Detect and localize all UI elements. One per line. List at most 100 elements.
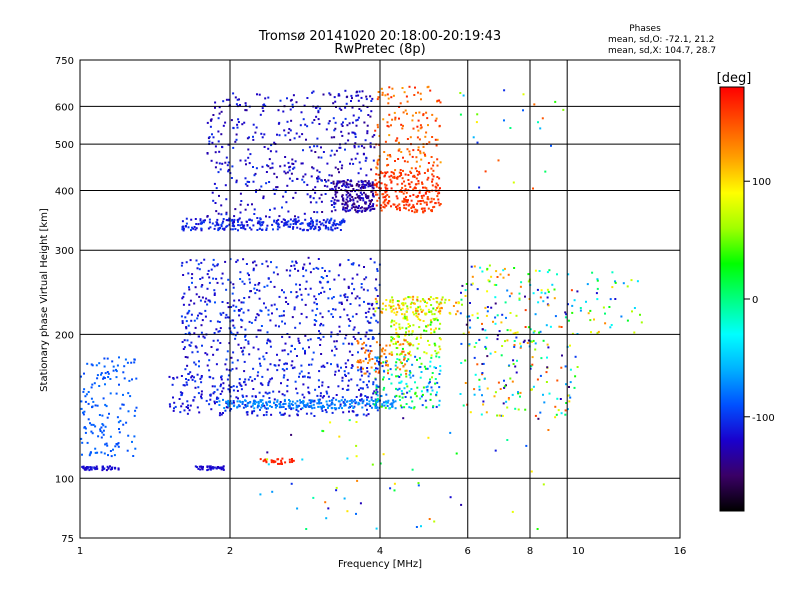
data-point [571,304,574,307]
data-point [436,138,439,141]
data-point [352,410,355,413]
data-point [560,326,563,328]
data-point [291,179,294,182]
data-point [255,335,258,338]
data-point [391,405,394,408]
data-point [409,354,412,357]
data-point [304,404,306,407]
data-point [114,466,117,469]
data-point [321,316,324,319]
data-point [304,123,307,126]
data-point [384,349,387,352]
data-point [221,466,224,469]
data-point [396,204,399,207]
data-point [416,209,419,212]
data-point [288,461,291,464]
data-point [224,363,227,366]
data-point [367,195,370,198]
data-point [291,106,294,109]
data-point [494,322,497,325]
data-point [368,307,371,310]
data-point [278,215,281,218]
data-point [596,332,599,335]
data-point [430,321,433,324]
data-point [341,195,343,198]
data-point [508,364,511,367]
data-point [94,451,97,454]
data-point [485,411,488,414]
data-point [185,326,188,329]
data-point [369,209,372,212]
data-point [375,393,378,396]
data-point [390,171,393,174]
data-point [366,132,369,135]
data-point [418,172,421,175]
data-point [523,339,526,342]
data-point [283,129,286,132]
data-point [94,404,97,407]
data-point [395,331,398,334]
data-point [301,393,304,396]
data-point [323,366,326,368]
data-point [306,97,309,99]
data-point [215,328,218,331]
data-point [414,309,417,312]
data-point [294,260,297,263]
data-point [409,170,412,173]
data-point [506,439,509,441]
data-point [534,313,537,316]
data-point [509,377,512,380]
data-point [483,377,486,380]
data-point [398,148,401,151]
data-point [437,351,440,354]
data-point [182,225,185,228]
data-point [233,326,236,329]
data-point [319,392,322,395]
data-point [481,372,484,374]
data-point [373,146,376,149]
data-point [299,288,301,291]
data-point [225,198,228,201]
data-point [306,193,309,196]
data-point [246,411,249,413]
data-point [338,171,340,174]
data-point [296,507,299,510]
data-point [405,382,408,385]
data-point [434,367,437,369]
data-point [257,314,260,317]
data-point [515,371,518,374]
data-point [224,121,227,124]
data-point [212,353,215,356]
data-point [524,295,526,298]
data-point [368,403,371,406]
data-point [268,216,271,219]
data-point [319,405,322,408]
data-point [264,306,267,309]
data-point [234,337,237,340]
data-point [214,224,217,227]
data-point [431,313,434,316]
data-point [293,306,296,309]
data-point [259,408,261,411]
data-point [241,350,244,353]
data-point [364,404,367,407]
data-point [294,160,297,163]
data-point [102,377,105,380]
data-point [475,121,478,124]
data-point [547,290,550,293]
data-point [404,207,407,210]
data-point [342,342,345,345]
data-point [347,285,350,288]
data-point [278,390,281,393]
data-point [429,393,432,396]
data-point [295,296,298,299]
data-point [341,396,344,399]
data-point [432,297,435,300]
data-point [401,396,404,399]
data-point [321,211,324,213]
data-point [305,528,308,530]
data-point [269,340,272,343]
data-point [318,337,320,339]
data-point [248,401,251,404]
data-point [225,288,228,291]
